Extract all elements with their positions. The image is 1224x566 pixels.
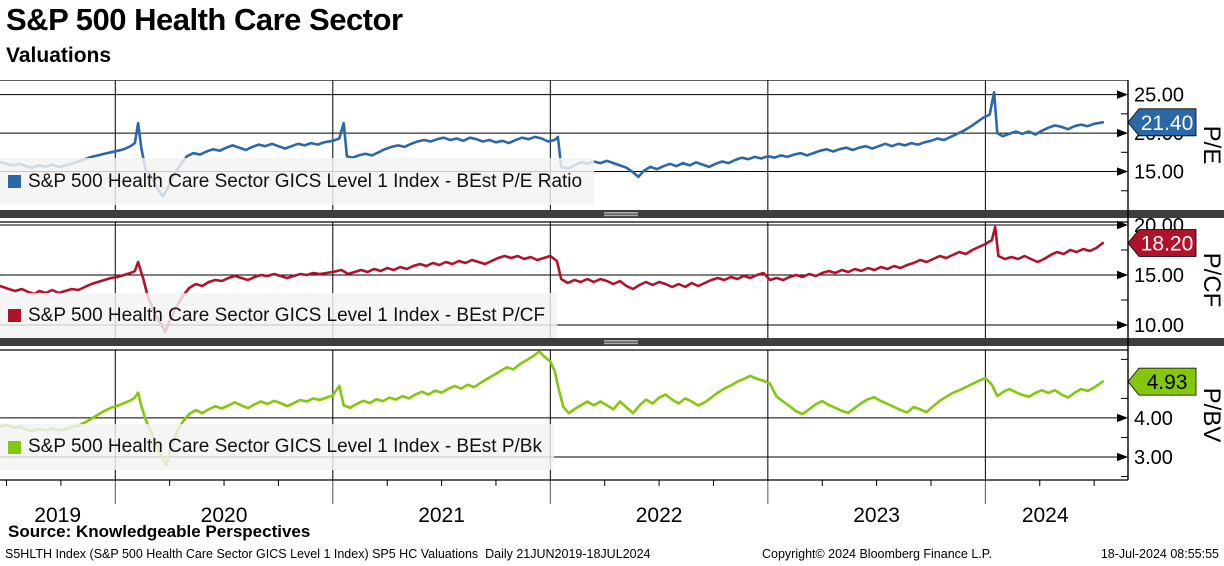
pbv-legend-swatch-icon: [8, 440, 21, 454]
pe-legend-label: S&P 500 Health Care Sector GICS Level 1 …: [28, 170, 583, 192]
last-value-badge-pe: [1127, 108, 1197, 137]
panel-axis-label-pbv: P/BV: [1198, 388, 1224, 443]
tick-arrow-icon: [1117, 128, 1128, 138]
x-year-label: 2019: [34, 504, 81, 525]
footer-ticker-info: S5HLTH Index (S&P 500 Health Care Sector…: [5, 547, 651, 561]
tick-arrow-icon: [1117, 452, 1128, 462]
pcf-legend-label: S&P 500 Health Care Sector GICS Level 1 …: [28, 304, 546, 326]
x-year-label: 2024: [1022, 504, 1069, 525]
y-tick-label: 4.00: [1134, 408, 1173, 430]
y-tick-label: 15.00: [1134, 265, 1184, 287]
last-value-badge-pcf: [1127, 229, 1197, 257]
tick-arrow-icon: [1117, 413, 1128, 423]
legend-pe[interactable]: S&P 500 Health Care Sector GICS Level 1 …: [0, 158, 595, 205]
x-year-label: 2021: [418, 504, 465, 525]
separator-drag-handle-icon[interactable]: [604, 214, 638, 217]
tick-arrow-icon: [1117, 167, 1128, 176]
panel-axis-label-pe: P/E: [1198, 126, 1224, 165]
y-tick-label: 25.00: [1134, 85, 1184, 107]
pe-legend-swatch-icon: [8, 175, 21, 188]
panel-axis-label-pcf: P/CF: [1198, 253, 1224, 308]
last-value-badge-text: 18.20: [1141, 233, 1194, 256]
x-year-label: 2023: [853, 504, 900, 525]
last-value-badge-text: 4.93: [1147, 371, 1188, 394]
tick-arrow-icon: [1117, 90, 1128, 99]
pbv-legend-label: S&P 500 Health Care Sector GICS Level 1 …: [28, 436, 542, 457]
tick-arrow-icon: [1117, 270, 1128, 280]
chart-canvas[interactable]: 25.0020.0015.0020.0015.0010.004.003.0021…: [0, 80, 1224, 525]
page-title: S&P 500 Health Care Sector: [6, 2, 403, 37]
y-tick-label: 10.00: [1134, 315, 1184, 337]
panel-separator: [0, 210, 1224, 218]
pcf-legend-swatch-icon: [8, 309, 21, 322]
last-value-badge-text: 21.40: [1141, 112, 1194, 135]
last-value-badge-pbv: [1127, 367, 1197, 396]
x-year-label: 2022: [636, 504, 683, 525]
separator-drag-handle-icon[interactable]: [604, 342, 638, 345]
separator-drag-handle-icon[interactable]: [604, 340, 638, 342]
footer-timestamp: 18-Jul-2024 08:55:55: [1100, 547, 1219, 561]
y-tick-label: 3.00: [1134, 447, 1173, 469]
x-year-label: 2020: [201, 504, 248, 525]
tick-arrow-icon: [1117, 320, 1128, 330]
legend-pbv[interactable]: S&P 500 Health Care Sector GICS Level 1 …: [0, 424, 554, 470]
footer-copyright: Copyright© 2024 Bloomberg Finance L.P.: [762, 547, 992, 561]
y-tick-label: 15.00: [1134, 162, 1184, 184]
panel-separator: [0, 338, 1224, 346]
chart-plot-area[interactable]: 25.0020.0015.0020.0015.0010.004.003.0021…: [0, 80, 1224, 525]
separator-drag-handle-icon[interactable]: [604, 212, 638, 214]
legend-pcf[interactable]: S&P 500 Health Care Sector GICS Level 1 …: [0, 293, 558, 338]
source-line: Source: Knowledgeable Perspectives: [8, 522, 311, 541]
tick-arrow-icon: [1117, 220, 1128, 230]
page-subtitle: Valuations: [6, 44, 112, 67]
